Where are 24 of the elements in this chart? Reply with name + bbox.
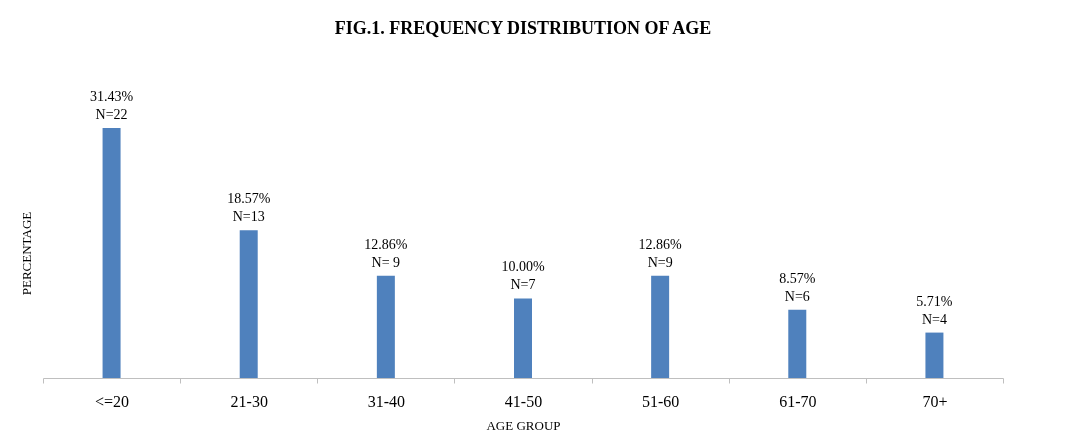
chart-title: FIG.1. FREQUENCY DISTRIBUTION OF AGE xyxy=(334,18,712,38)
bar xyxy=(651,275,670,378)
x-tick-label: 61-70 xyxy=(779,392,817,410)
x-axis-title: AGE GROUP xyxy=(486,417,561,433)
data-label: 5.71% N=4 xyxy=(916,293,953,327)
bar xyxy=(376,275,395,378)
x-tick-label: 70+ xyxy=(922,392,948,410)
x-tick-label: 51-60 xyxy=(641,392,680,410)
x-tick-label: 31-40 xyxy=(367,392,406,410)
x-tick-label: 21-30 xyxy=(230,392,268,410)
data-label: 8.57% N=6 xyxy=(779,270,816,304)
bar xyxy=(788,309,807,378)
data-label: 12.86% N= 9 xyxy=(364,236,408,270)
data-label: 31.43% N=22 xyxy=(89,89,134,122)
bar xyxy=(102,128,121,378)
data-label: 12.86% N=9 xyxy=(638,236,683,270)
bar xyxy=(239,230,258,378)
x-tick-label: 41-50 xyxy=(504,392,543,410)
x-tick-label: <=20 xyxy=(95,392,130,410)
y-axis-title: PERCENTAGE xyxy=(18,211,34,296)
bar xyxy=(514,298,532,378)
data-label: 18.57% N=13 xyxy=(227,191,271,225)
bar xyxy=(925,332,944,378)
data-label: 10.00% N=7 xyxy=(501,259,545,293)
